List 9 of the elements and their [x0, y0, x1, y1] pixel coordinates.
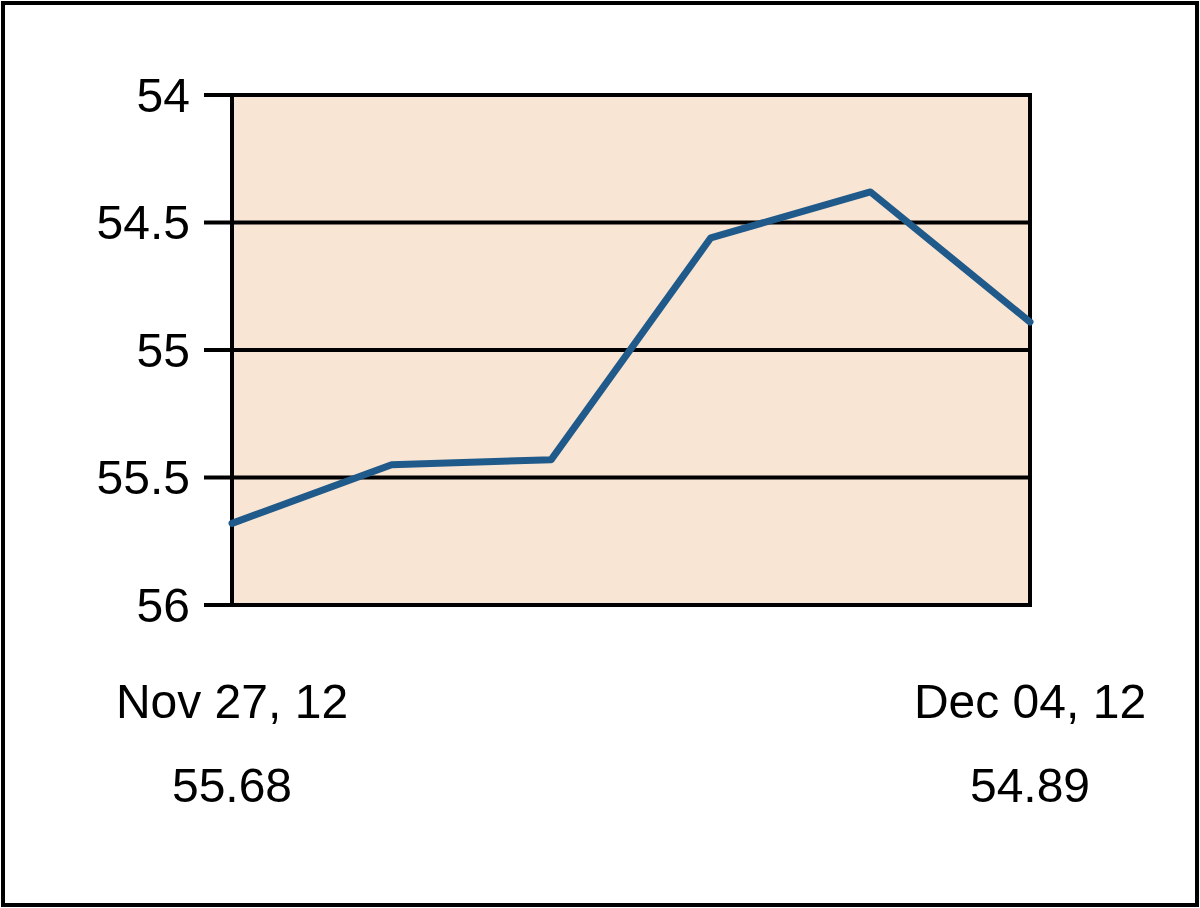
- y-tick-label: 54.5: [96, 196, 190, 250]
- x-tick-label: Dec 04, 12: [913, 675, 1147, 728]
- x-tick-label: Nov 27, 12: [115, 675, 349, 728]
- y-tick-label: 55: [136, 323, 190, 377]
- y-tick-label: 54: [136, 68, 190, 122]
- data-label: 54.89: [969, 759, 1091, 812]
- data-label: 55.68: [171, 759, 293, 812]
- y-tick-label: 56: [136, 578, 190, 632]
- y-tick-label: 55.5: [96, 451, 190, 505]
